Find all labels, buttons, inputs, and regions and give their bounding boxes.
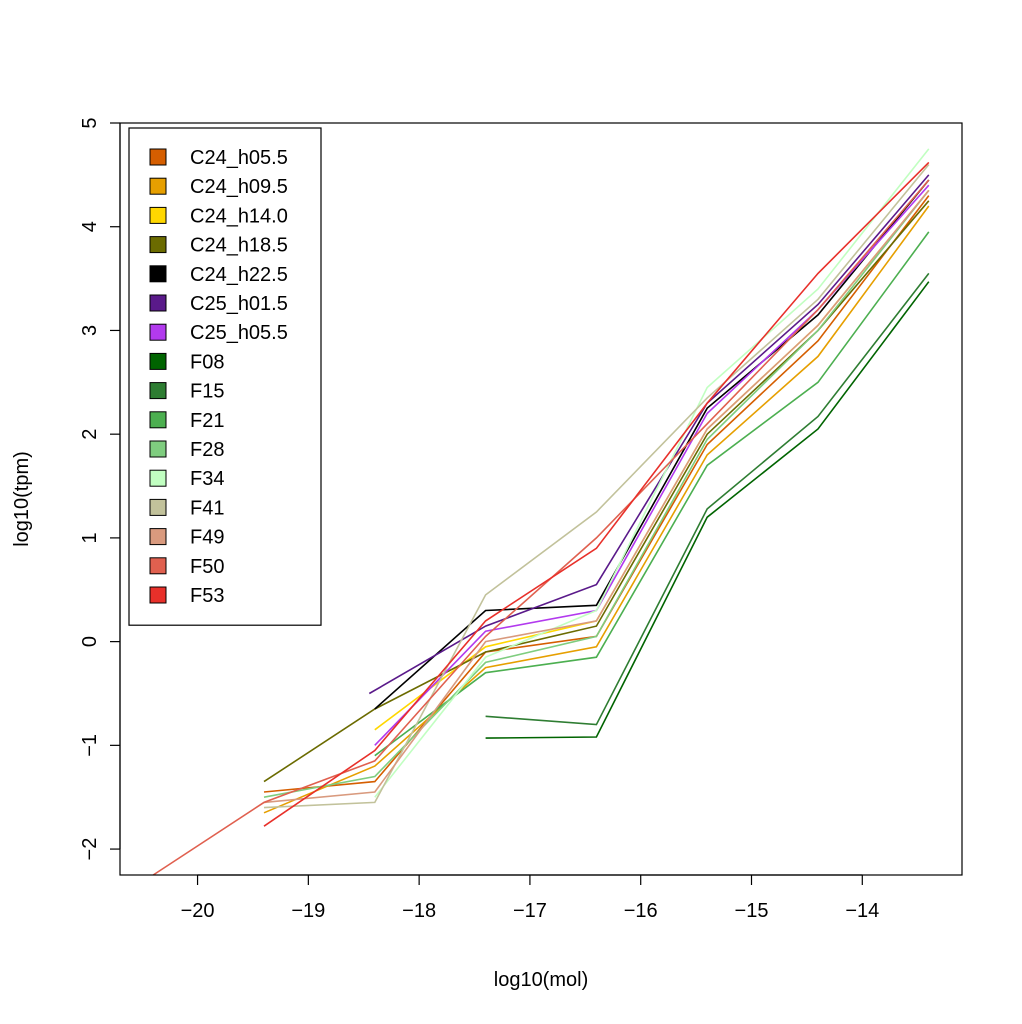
legend-item: F34 xyxy=(149,468,224,490)
legend-swatch xyxy=(149,411,167,429)
legend-item: C24_h18.5 xyxy=(149,235,288,257)
x-tick-label: −16 xyxy=(624,900,658,922)
y-tick-label: 2 xyxy=(79,429,101,440)
legend-item: C25_h01.5 xyxy=(149,293,288,315)
legend-label: F08 xyxy=(190,351,224,373)
legend-item: F15 xyxy=(149,381,224,403)
legend-swatch xyxy=(149,469,167,487)
y-axis: −2 −1 0 1 2 3 4 5 xyxy=(79,117,121,861)
legend-swatch xyxy=(149,177,167,195)
legend: C24_h05.5 C24_h09.5 C24_h14.0 C24_h18.5 C24_… xyxy=(128,127,322,626)
x-tick-label: −15 xyxy=(735,900,769,922)
legend-label: C24_h18.5 xyxy=(190,235,288,257)
legend-label: F53 xyxy=(190,585,224,607)
legend-item: F41 xyxy=(149,497,224,519)
series-line-f49 xyxy=(263,189,930,804)
legend-swatch xyxy=(149,206,167,224)
y-tick-label: 0 xyxy=(79,636,101,647)
legend-label: F15 xyxy=(190,381,224,403)
legend-label: F28 xyxy=(190,439,224,461)
legend-label: F49 xyxy=(190,527,224,549)
legend-item: F49 xyxy=(149,527,224,549)
y-tick-label: 1 xyxy=(79,532,101,543)
legend-label: F41 xyxy=(190,497,224,519)
x-tick-label: −20 xyxy=(181,900,215,922)
series-line-c24-h22-5 xyxy=(374,179,930,710)
y-axis-label: log10(tpm) xyxy=(11,451,33,547)
legend-label: C25_h05.5 xyxy=(190,322,288,344)
series-line-f21 xyxy=(374,231,930,757)
legend-item: C25_h05.5 xyxy=(149,322,288,344)
legend-label: F34 xyxy=(190,468,224,490)
legend-swatch xyxy=(149,382,167,400)
legend-swatch xyxy=(149,265,167,283)
legend-swatch xyxy=(149,323,167,341)
y-tick-label: 5 xyxy=(79,117,101,128)
legend-label: C24_h14.0 xyxy=(190,205,288,227)
legend-item: F28 xyxy=(149,439,224,461)
x-axis: −20 −19 −18 −17 −16 −15 −14 xyxy=(181,874,879,922)
legend-swatch xyxy=(149,528,167,546)
legend-label: F21 xyxy=(190,410,224,432)
legend-label: F50 xyxy=(190,556,224,578)
x-tick-label: −14 xyxy=(845,900,879,922)
plot-lines xyxy=(152,148,930,876)
legend-swatch xyxy=(149,557,167,575)
series-line-c25-h01-5 xyxy=(368,174,930,695)
series-line-f53 xyxy=(263,161,930,827)
x-tick-label: −18 xyxy=(402,900,436,922)
series-line-f34 xyxy=(374,148,930,798)
legend-swatch xyxy=(149,148,167,166)
x-axis-label: log10(mol) xyxy=(494,969,588,991)
legend-label: C24_h09.5 xyxy=(190,176,288,198)
legend-item: F08 xyxy=(149,351,224,373)
legend-item: C24_h14.0 xyxy=(149,205,288,227)
legend-swatch xyxy=(149,236,167,254)
legend-item: F50 xyxy=(149,556,224,578)
legend-swatch xyxy=(149,294,167,312)
legend-swatch xyxy=(149,498,167,516)
x-tick-label: −17 xyxy=(513,900,547,922)
x-tick-label: −19 xyxy=(291,900,325,922)
legend-label: C24_h05.5 xyxy=(190,147,288,169)
y-tick-label: 3 xyxy=(79,325,101,336)
legend-item: C24_h22.5 xyxy=(149,264,288,286)
series-line-f15 xyxy=(485,272,930,726)
y-tick-label: 4 xyxy=(79,221,101,232)
legend-item: C24_h05.5 xyxy=(149,147,288,169)
legend-item: F21 xyxy=(149,410,224,432)
legend-label: C25_h01.5 xyxy=(190,293,288,315)
y-tick-label: −2 xyxy=(79,838,101,861)
legend-swatch xyxy=(149,586,167,604)
series-line-c24-h09-5 xyxy=(263,205,930,814)
series-line-f41 xyxy=(263,163,930,809)
series-line-f08 xyxy=(485,281,930,739)
y-tick-label: −1 xyxy=(79,734,101,757)
legend-item: F53 xyxy=(149,585,224,607)
legend-box xyxy=(128,127,322,626)
legend-swatch xyxy=(149,352,167,370)
legend-swatch xyxy=(149,440,167,458)
series-line-f28 xyxy=(263,189,930,798)
series-line-f50 xyxy=(152,179,930,876)
legend-label: C24_h22.5 xyxy=(190,264,288,286)
legend-item: C24_h09.5 xyxy=(149,176,288,198)
